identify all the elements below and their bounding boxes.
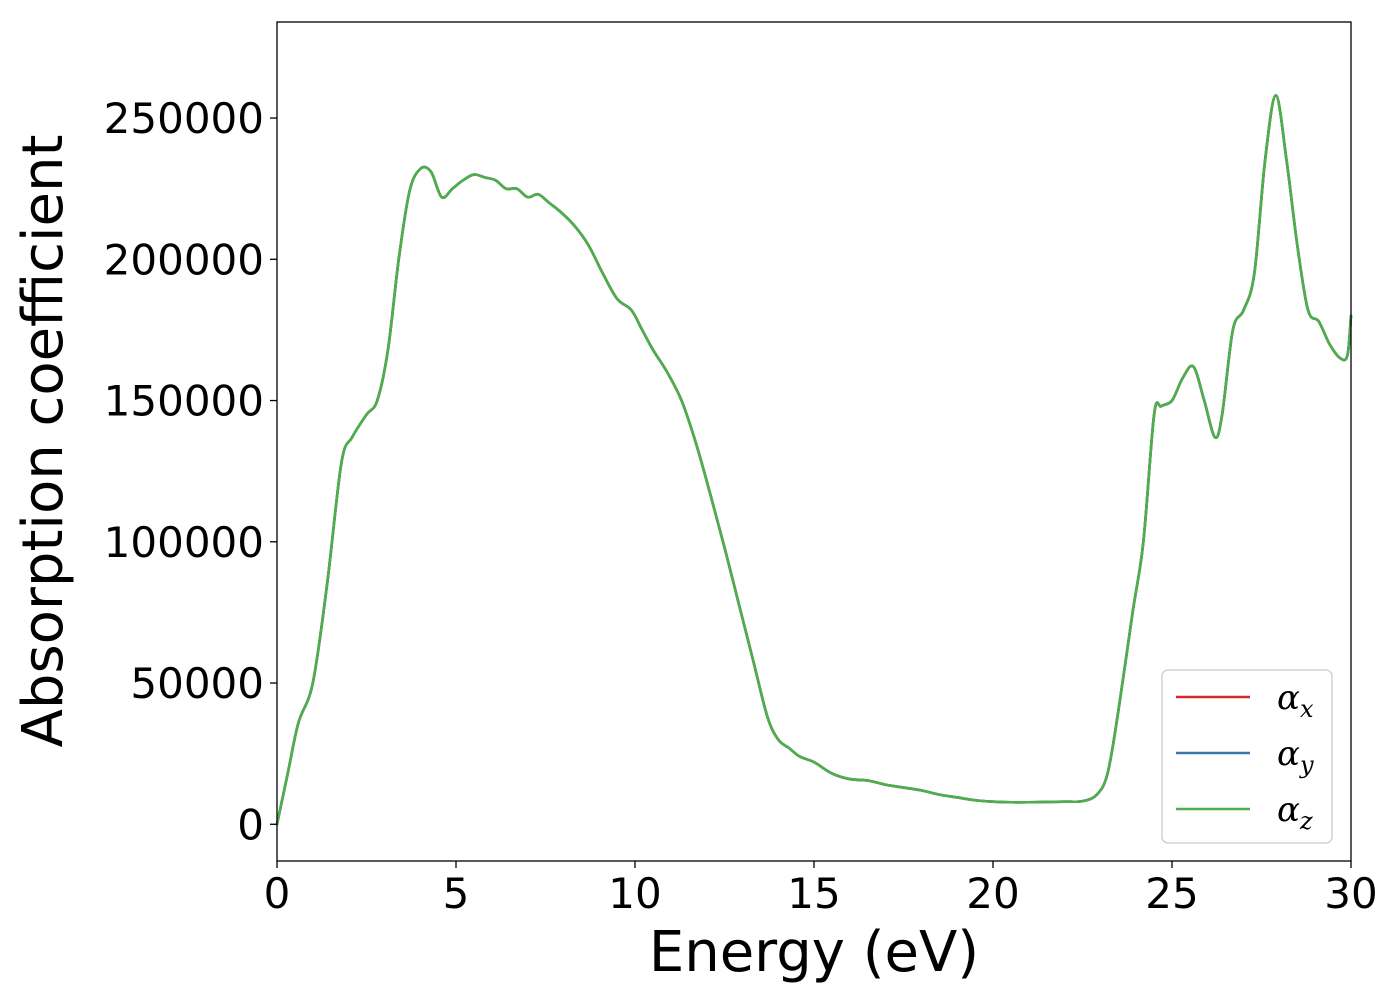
x-tick-label: 0: [264, 869, 291, 918]
y-tick-label: 150000: [104, 377, 264, 426]
x-tick-label: 30: [1324, 869, 1377, 918]
x-tick-label: 25: [1145, 869, 1198, 918]
x-tick-label: 15: [787, 869, 840, 918]
legend: αx αy αz: [1161, 669, 1333, 844]
x-axis: 0 5 10 15 20 25 30: [264, 861, 1378, 918]
x-tick-label: 10: [608, 869, 661, 918]
y-axis-title: Absorption coefficient: [11, 135, 76, 748]
legend-box: [1161, 669, 1333, 844]
x-axis-title: Energy (eV): [649, 920, 979, 985]
x-tick-label: 20: [966, 869, 1019, 918]
y-tick-label: 100000: [104, 518, 264, 567]
legend-label-2: αy: [1277, 734, 1314, 779]
series-line-3: [275, 94, 1353, 826]
legend-label-3: αz: [1277, 790, 1313, 835]
y-tick-label: 50000: [130, 659, 264, 708]
series-layer: [275, 94, 1353, 826]
legend-label-1: αx: [1277, 678, 1314, 723]
x-tick-label: 5: [443, 869, 470, 918]
y-tick-label: 0: [237, 800, 264, 849]
y-tick-label: 200000: [104, 235, 264, 284]
y-tick-label: 250000: [104, 94, 264, 143]
y-axis: 0 50000 100000 150000 200000 250000: [104, 94, 277, 849]
